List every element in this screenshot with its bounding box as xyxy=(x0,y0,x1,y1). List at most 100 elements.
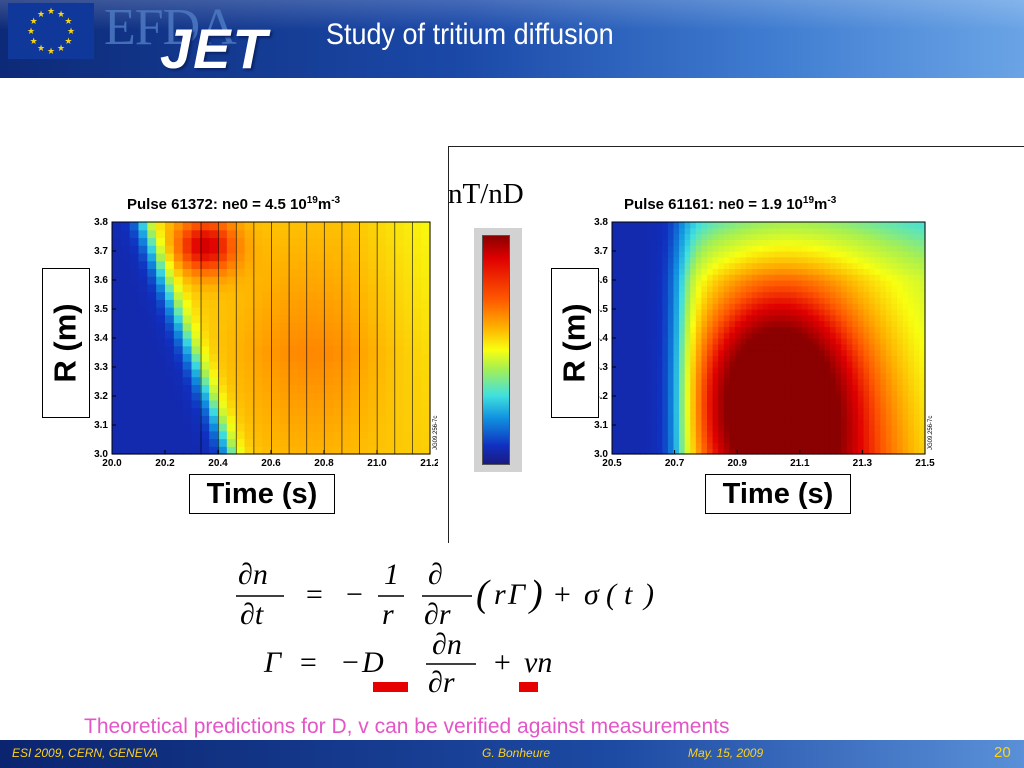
heatmap-cell xyxy=(673,256,680,264)
heatmap-cell xyxy=(695,413,703,420)
heatmap-cell xyxy=(774,401,781,409)
heatmap-cell xyxy=(651,256,658,264)
heatmap-cell xyxy=(634,303,641,310)
heatmap-cell xyxy=(209,222,219,231)
heatmap-cell xyxy=(841,291,848,298)
heatmap-cell xyxy=(718,227,725,235)
heatmap-cell xyxy=(645,361,652,368)
heatmap-cell xyxy=(813,239,820,246)
heatmap-cell xyxy=(818,233,825,240)
heatmap-cell xyxy=(762,430,770,438)
heatmap-cell xyxy=(262,237,272,246)
heatmap-cell xyxy=(880,314,887,322)
heatmap-cell xyxy=(740,338,747,345)
heatmap-cell xyxy=(639,320,647,327)
heatmap-cell xyxy=(368,237,378,246)
heatmap-cell xyxy=(863,291,870,298)
heatmap-cell xyxy=(279,384,290,393)
heatmap-cell xyxy=(802,256,809,264)
heatmap-cell xyxy=(919,280,926,287)
heatmap-cell xyxy=(182,415,193,424)
heatmap-cell xyxy=(147,229,157,239)
heatmap-cell xyxy=(288,361,299,370)
heatmap-cell xyxy=(869,320,876,327)
heatmap-cell xyxy=(774,332,781,339)
heatmap-cell xyxy=(774,384,781,391)
heatmap-cell xyxy=(807,355,814,362)
heatmap-cell xyxy=(723,320,730,327)
heatmap-cell xyxy=(262,345,272,355)
heatmap-cell xyxy=(244,361,254,370)
heatmap-cell xyxy=(818,372,825,380)
heatmap-cell xyxy=(165,392,175,401)
heatmap-cell xyxy=(271,291,281,300)
heatmap-cell xyxy=(244,376,254,385)
heatmap-cell xyxy=(645,309,652,316)
heatmap-cell xyxy=(147,438,157,447)
heatmap-cell xyxy=(824,245,831,252)
heatmap-cell xyxy=(751,309,758,316)
heatmap-cell xyxy=(802,372,809,380)
heatmap-cell xyxy=(412,268,422,277)
heatmap-cell xyxy=(919,384,926,391)
heatmap-cell xyxy=(908,343,915,351)
heatmap-cell xyxy=(802,291,809,298)
heatmap-cell xyxy=(863,332,870,339)
heatmap-cell xyxy=(385,222,396,231)
heatmap-cell xyxy=(712,442,719,449)
heatmap-cell xyxy=(768,245,775,252)
heatmap-cell xyxy=(209,314,219,324)
heatmap-cell xyxy=(262,252,272,262)
heatmap-cell xyxy=(874,349,881,356)
heatmap-cell xyxy=(218,361,228,370)
heatmap-cell xyxy=(779,332,786,339)
heatmap-cell xyxy=(165,291,175,300)
heatmap-cell xyxy=(120,283,131,293)
heatmap-cell xyxy=(639,245,647,252)
heatmap-cell xyxy=(813,401,820,409)
heatmap-cell xyxy=(723,338,730,345)
heatmap-cell xyxy=(684,390,691,397)
heatmap-cell xyxy=(729,309,736,316)
heatmap-cell xyxy=(120,237,131,246)
heatmap-cell xyxy=(651,262,658,269)
heatmap-cell xyxy=(667,297,675,304)
heatmap-cell xyxy=(779,245,786,252)
heatmap-cell xyxy=(734,320,742,327)
heatmap-cell xyxy=(785,332,792,339)
x-tick-label: 21.3 xyxy=(853,458,873,469)
heatmap-cell xyxy=(891,338,898,345)
heatmap-cell xyxy=(734,407,742,414)
heatmap-cell xyxy=(288,291,299,300)
colorbar-title: nT/nD xyxy=(448,178,524,210)
heatmap-cell xyxy=(662,268,669,275)
heatmap-cell xyxy=(679,442,686,449)
heatmap-cell xyxy=(746,332,753,339)
heatmap-cell xyxy=(751,245,758,252)
heatmap-cell xyxy=(377,430,387,440)
heatmap-cell xyxy=(762,309,770,316)
heatmap-cell xyxy=(757,361,764,368)
heatmap-cell xyxy=(262,392,272,401)
heatmap-cell xyxy=(796,349,803,356)
heatmap-cell xyxy=(612,349,619,356)
heatmap-cell xyxy=(857,413,865,420)
x-tick-label: 21.2 xyxy=(420,458,438,469)
heatmap-cell xyxy=(191,330,201,339)
heatmap-cell xyxy=(684,425,691,432)
heatmap-cell xyxy=(112,260,122,269)
heatmap-cell xyxy=(762,436,770,443)
heatmap-cell xyxy=(891,332,898,339)
heatmap-cell xyxy=(403,345,413,355)
heatmap-cell xyxy=(645,291,652,298)
heatmap-cell xyxy=(863,413,870,420)
heatmap-cell xyxy=(796,419,803,426)
heatmap-cell xyxy=(315,252,325,262)
heatmap-cell xyxy=(173,237,184,246)
heatmap-cell xyxy=(120,330,131,339)
heatmap-cell xyxy=(841,314,848,322)
heatmap-cell xyxy=(612,361,619,368)
heatmap-cell xyxy=(768,419,775,426)
heatmap-cell xyxy=(913,303,921,310)
heatmap-cell xyxy=(829,291,837,298)
